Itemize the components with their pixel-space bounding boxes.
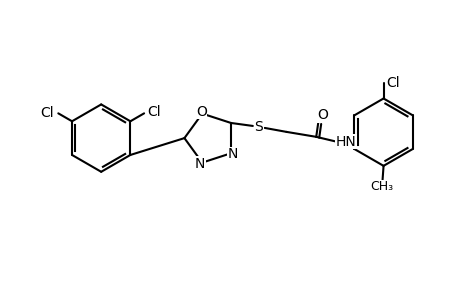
Text: Cl: Cl [147, 105, 161, 119]
Text: Cl: Cl [386, 76, 399, 90]
Text: N: N [227, 147, 238, 161]
Text: Cl: Cl [40, 106, 54, 120]
Text: O: O [317, 108, 328, 122]
Text: O: O [196, 105, 206, 118]
Text: HN: HN [335, 135, 356, 149]
Text: S: S [254, 120, 263, 134]
Text: N: N [195, 157, 205, 171]
Text: CH₃: CH₃ [369, 180, 392, 193]
